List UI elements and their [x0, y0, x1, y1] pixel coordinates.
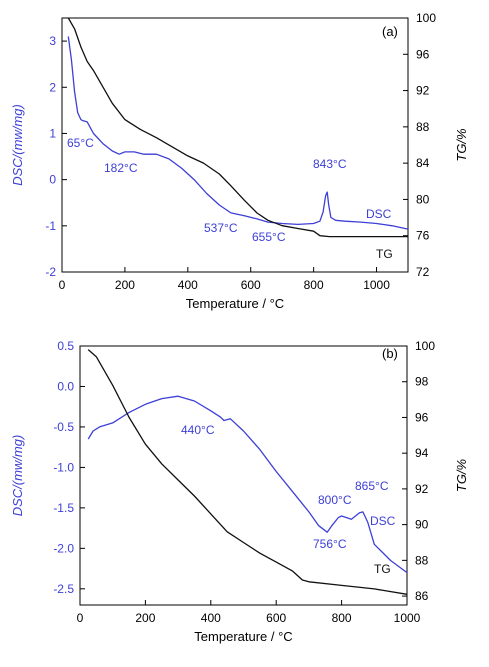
x-tick-label: 400	[201, 611, 221, 625]
plot-frame	[61, 17, 409, 273]
x-tick-label: 1000	[363, 278, 390, 292]
x-tick-label: 600	[266, 611, 286, 625]
annotation-label: 65°C	[67, 136, 94, 150]
y-left-tick-label: -1.5	[53, 501, 74, 515]
tg-series-line	[67, 17, 408, 238]
panel-label: (a)	[382, 24, 398, 39]
annotation-label: 182°C	[104, 161, 138, 175]
annotation-label: 865°C	[355, 479, 389, 493]
annotation-label: 800°C	[318, 493, 352, 507]
y-right-tick-label: 94	[415, 446, 429, 460]
annotation-label: TG	[374, 562, 391, 576]
annotation-label: 655°C	[252, 230, 286, 244]
y-right-tick-label: 98	[415, 375, 429, 389]
plot-frame	[79, 345, 408, 606]
y-right-tick-label: 88	[415, 553, 429, 567]
y-left-axis-label: DSC/(mw/mg)	[10, 104, 25, 186]
annotation-label: DSC	[370, 514, 396, 528]
x-tick-label: 800	[304, 278, 324, 292]
y-right-tick-label: 80	[416, 192, 430, 206]
dsc-series-line	[87, 395, 408, 574]
panel-a: 0 200 400 600 800 1000 -2 -1 0 1 2 3 72 76 80 84 88 92 96 1…	[10, 11, 469, 311]
annotation-label: 537°C	[204, 221, 238, 235]
x-tick-label: 0	[59, 278, 66, 292]
y-left-tick-label: -1.0	[53, 460, 74, 474]
x-tick-label: 400	[178, 278, 198, 292]
y-left-axis-label: DSC/(mw/mg)	[10, 435, 25, 517]
y-right-tick-label: 92	[416, 84, 430, 98]
y-right-tick-label: 90	[415, 518, 429, 532]
y-left-tick-label: -2	[45, 265, 56, 279]
y-right-tick-label: 76	[416, 229, 430, 243]
y-right-axis-label: TG/%	[454, 128, 469, 161]
y-right-tick-label: 72	[416, 265, 430, 279]
y-right-axis-label: TG/%	[454, 459, 469, 492]
x-tick-label: 600	[241, 278, 261, 292]
y-right-tick-label: 86	[415, 589, 429, 603]
annotation-label: 440°C	[181, 423, 215, 437]
x-axis-label: Temperature / °C	[194, 629, 292, 644]
y-left-tick-label: 0.0	[57, 379, 74, 393]
x-tick-label: 200	[115, 278, 135, 292]
x-axis-label: Temperature / °C	[186, 296, 284, 311]
y-right-tick-label: 96	[415, 410, 429, 424]
y-left-tick-label: 2	[49, 80, 56, 94]
x-tick-label: 0	[77, 611, 84, 625]
annotation-label: DSC	[366, 207, 392, 221]
x-tick-label: 800	[332, 611, 352, 625]
y-right-tick-label: 84	[416, 156, 430, 170]
y-left-tick-label: 0	[49, 173, 56, 187]
y-left-tick-label: -2.5	[53, 582, 74, 596]
y-left-tick-label: 1	[49, 126, 56, 140]
y-left-tick-label: -1	[45, 219, 56, 233]
annotation-label: 843°C	[313, 157, 347, 171]
x-tick-label: 1000	[394, 611, 421, 625]
dsc-series-line	[67, 36, 409, 230]
tg-series-line	[87, 349, 408, 595]
y-right-tick-label: 96	[416, 47, 430, 61]
y-left-tick-label: 0.5	[57, 339, 74, 353]
y-right-tick-label: 92	[415, 482, 429, 496]
y-right-tick-label: 88	[416, 120, 430, 134]
annotation-label: TG	[376, 247, 393, 261]
y-left-tick-label: 3	[49, 34, 56, 48]
panel-b: 0 200 400 600 800 1000 -2.5 -2.0 -1.5 -1.0 -0.5 0.0…	[10, 339, 469, 644]
y-right-tick-label: 100	[416, 11, 436, 25]
y-right-tick-label: 100	[415, 339, 435, 353]
y-left-tick-label: -2.0	[53, 541, 74, 555]
x-tick-label: 200	[135, 611, 155, 625]
y-left-tick-label: -0.5	[53, 420, 74, 434]
annotation-label: 756°C	[313, 537, 347, 551]
panel-label: (b)	[382, 346, 398, 361]
